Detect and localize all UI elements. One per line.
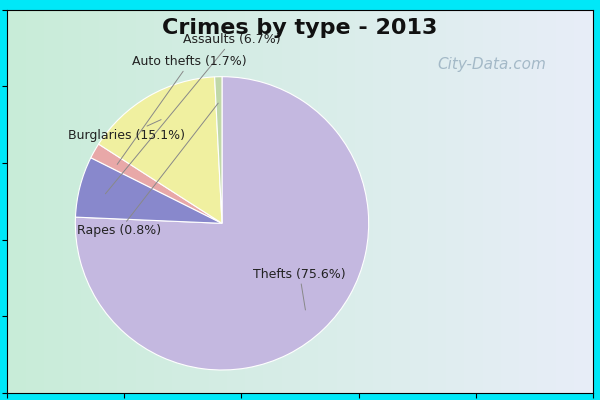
Text: Burglaries (15.1%): Burglaries (15.1%) xyxy=(68,120,185,142)
Wedge shape xyxy=(98,77,222,223)
Text: Thefts (75.6%): Thefts (75.6%) xyxy=(253,268,346,310)
Text: Crimes by type - 2013: Crimes by type - 2013 xyxy=(163,18,437,38)
Wedge shape xyxy=(76,77,368,370)
Wedge shape xyxy=(215,77,222,223)
Text: Rapes (0.8%): Rapes (0.8%) xyxy=(77,103,218,237)
Text: Auto thefts (1.7%): Auto thefts (1.7%) xyxy=(117,56,247,164)
Text: City-Data.com: City-Data.com xyxy=(437,56,547,72)
Wedge shape xyxy=(76,158,222,223)
Wedge shape xyxy=(91,144,222,223)
Text: Assaults (6.7%): Assaults (6.7%) xyxy=(106,34,281,194)
